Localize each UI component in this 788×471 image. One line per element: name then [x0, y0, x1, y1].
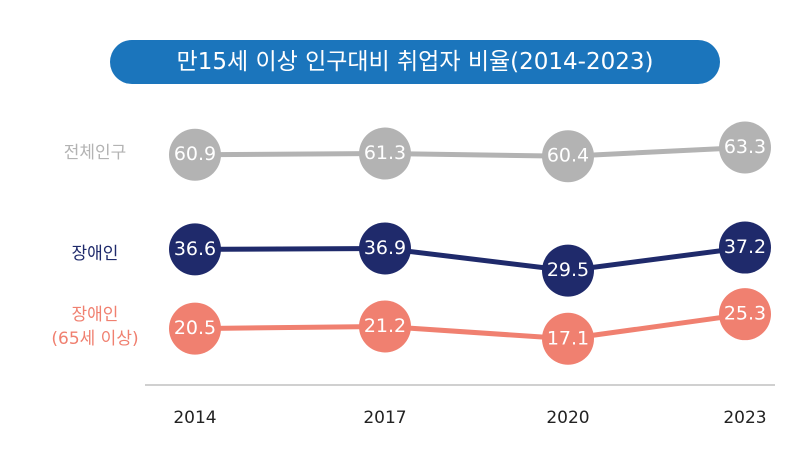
point	[542, 312, 594, 365]
chart-title: 만15세 이상 인구대비 취업자 비율(2014-2023)	[110, 40, 720, 84]
x-tick-label: 2014	[173, 408, 216, 428]
data-label: 17.1	[547, 327, 589, 349]
series-label: 장애인	[71, 244, 119, 264]
point	[542, 244, 594, 297]
line	[194, 145, 746, 159]
data-label: 63.3	[724, 136, 766, 158]
point	[719, 121, 771, 174]
data-label: 29.5	[547, 259, 589, 281]
data-label: 37.2	[724, 236, 766, 258]
line	[194, 245, 746, 274]
point	[542, 130, 594, 183]
data-label: 21.2	[364, 315, 406, 337]
point	[719, 288, 771, 341]
point	[169, 128, 221, 181]
data-label: 60.4	[547, 145, 589, 167]
x-tick-label: 2017	[363, 408, 406, 428]
data-label: 36.9	[364, 237, 406, 259]
point	[359, 300, 411, 353]
point	[359, 127, 411, 180]
data-label: 25.3	[724, 303, 766, 325]
point	[359, 222, 411, 275]
point	[169, 302, 221, 355]
data-label: 60.9	[174, 143, 216, 165]
point	[719, 221, 771, 274]
x-tick-label: 2023	[723, 408, 766, 428]
data-label: 36.6	[174, 238, 216, 260]
point	[169, 223, 221, 276]
data-label: 20.5	[174, 317, 216, 339]
data-label: 61.3	[364, 142, 406, 164]
line	[194, 311, 746, 342]
x-tick-label: 2020	[546, 408, 589, 428]
series-label: 장애인 (65세 이상)	[51, 305, 139, 349]
series-label: 전체인구	[63, 143, 127, 163]
